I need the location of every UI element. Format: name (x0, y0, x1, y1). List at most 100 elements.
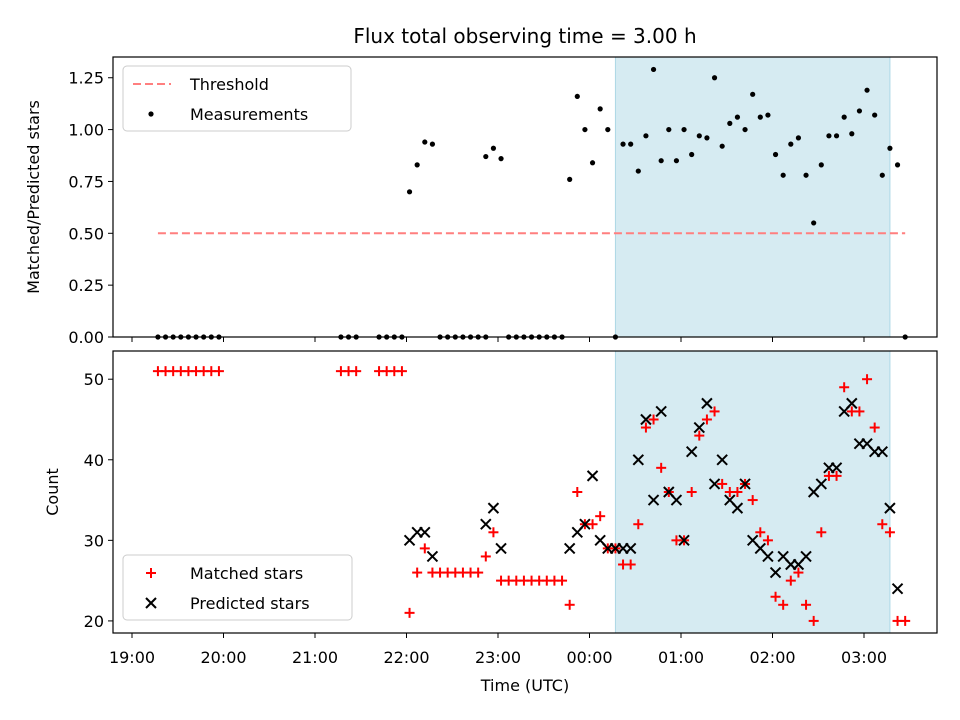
measurement-point (422, 139, 428, 145)
matched-star-point (633, 519, 644, 530)
matched-star-point (701, 414, 712, 425)
series-measurements (155, 66, 908, 340)
measurement-point (406, 189, 413, 195)
measurement-point (658, 158, 664, 164)
measurement-point (414, 162, 420, 168)
top-panel: 0.00 0.25 0.50 0.75 1.00 1.25 Matched/Predicte… (24, 56, 938, 347)
legend-box (122, 554, 353, 621)
matched-star-point (640, 422, 651, 433)
predicted-star-point (640, 413, 652, 426)
x-tick-label: 22:00 (383, 648, 429, 667)
measurement-point (704, 135, 710, 141)
matched-star-point (488, 527, 499, 538)
measurement-point (864, 87, 870, 93)
measurement-point (628, 141, 634, 147)
measurement-point (429, 141, 436, 147)
legend-marker (145, 597, 157, 609)
measurement-point (582, 126, 588, 133)
matched-star-point (854, 406, 865, 417)
matched-star-point (869, 422, 880, 433)
measurement-point (811, 220, 817, 226)
measurement-point (650, 66, 657, 73)
matched-star-point (419, 543, 430, 554)
matched-star-point (480, 551, 491, 562)
matched-star-point (709, 406, 720, 417)
measurement-point (711, 75, 718, 81)
measurement-point (818, 162, 824, 168)
predicted-star-point (708, 478, 721, 490)
measurement-point (750, 91, 756, 97)
measurement-point (673, 158, 680, 164)
matched-star-point (839, 382, 850, 393)
predicted-star-point (647, 494, 660, 506)
matched-star-point (778, 599, 789, 610)
measurement-point (727, 120, 733, 126)
measurement-point (856, 108, 863, 114)
predicted-star-point (716, 454, 728, 466)
legend-marker (148, 111, 154, 117)
predicted-star-point (670, 494, 683, 506)
matched-star-point (572, 487, 583, 497)
legend-box (122, 65, 352, 132)
predicted-star-point (678, 534, 690, 547)
matched-star-point (747, 495, 758, 506)
measurement-point (872, 112, 878, 118)
matched-star-point (694, 430, 705, 441)
predicted-star-point (693, 421, 706, 434)
legend: Threshold Measurements (122, 65, 352, 132)
matched-star-point (213, 366, 224, 377)
observing-window-shade (614, 350, 891, 634)
predicted-star-point (632, 454, 645, 466)
measurement-point (589, 160, 596, 166)
y-tick-label: 1.25 (68, 69, 104, 88)
measurement-point (483, 153, 489, 160)
measurement-point (681, 126, 687, 133)
x-tick-label: 21:00 (292, 648, 338, 667)
predicted-star-point (685, 446, 698, 458)
measurement-point (605, 126, 611, 133)
matched-star-point (564, 599, 575, 610)
y-tick-label: 0.75 (68, 172, 104, 191)
predicted-star-point (624, 542, 637, 555)
x-tick-label: 01:00 (658, 648, 704, 667)
x-tick-label: 19:00 (109, 648, 155, 667)
measurement-point (597, 106, 603, 112)
measurement-point (574, 93, 580, 100)
measurement-point (689, 151, 695, 158)
measurement-point (841, 114, 847, 120)
x-axis-label: Time (UTC) (480, 676, 569, 695)
matched-star-point (625, 559, 636, 570)
matched-star-point (831, 470, 842, 481)
matched-star-point (755, 527, 766, 538)
measurement-point (894, 162, 901, 168)
matched-star-point (816, 527, 827, 538)
matched-star-point (862, 374, 873, 385)
predicted-star-point (655, 405, 667, 418)
y-tick-label: 30 (84, 531, 104, 550)
matched-star-point (808, 615, 819, 626)
series-predicted-stars (403, 397, 904, 595)
measurement-point (879, 172, 885, 178)
measurement-point (620, 141, 626, 147)
predicted-star-point (876, 446, 889, 458)
measurement-point (643, 133, 649, 139)
measurement-point (567, 176, 573, 182)
observing-window-shade (614, 56, 891, 338)
matched-star-point (648, 414, 659, 425)
predicted-star-point (884, 502, 896, 514)
legend-marker (146, 568, 156, 578)
measurement-point (803, 172, 809, 178)
matched-star-point (762, 535, 773, 546)
axes-frame (112, 350, 938, 634)
y-axis-label: Count (43, 468, 62, 516)
x-tick-label: 00:00 (566, 648, 612, 667)
measurement-point (734, 114, 741, 120)
predicted-star-point (769, 566, 782, 579)
predicted-star-point (731, 502, 744, 514)
matched-star-point (587, 519, 598, 530)
measurement-point (765, 112, 771, 118)
matched-star-point (793, 567, 804, 578)
predicted-star-point (563, 542, 576, 555)
measurement-point (742, 126, 748, 133)
measurement-point (833, 133, 840, 139)
